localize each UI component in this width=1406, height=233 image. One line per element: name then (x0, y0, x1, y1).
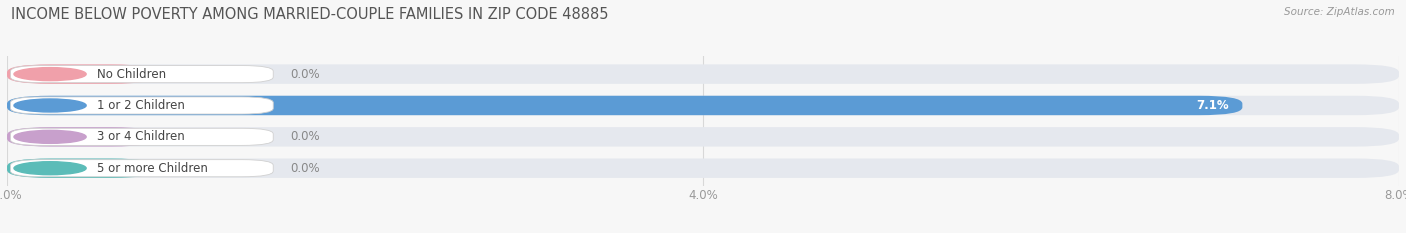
Circle shape (14, 130, 86, 143)
FancyBboxPatch shape (7, 96, 1399, 115)
FancyBboxPatch shape (10, 128, 273, 145)
FancyBboxPatch shape (10, 160, 273, 177)
FancyBboxPatch shape (7, 127, 1399, 147)
Text: 0.0%: 0.0% (291, 162, 321, 175)
FancyBboxPatch shape (10, 97, 273, 114)
Text: No Children: No Children (97, 68, 166, 81)
Text: 5 or more Children: 5 or more Children (97, 162, 208, 175)
FancyBboxPatch shape (7, 158, 1399, 178)
FancyBboxPatch shape (7, 64, 1399, 84)
Text: 0.0%: 0.0% (291, 68, 321, 81)
FancyBboxPatch shape (10, 65, 273, 83)
Text: Source: ZipAtlas.com: Source: ZipAtlas.com (1284, 7, 1395, 17)
FancyBboxPatch shape (7, 64, 155, 84)
Text: 7.1%: 7.1% (1197, 99, 1229, 112)
FancyBboxPatch shape (7, 127, 155, 147)
Circle shape (14, 68, 86, 81)
Text: INCOME BELOW POVERTY AMONG MARRIED-COUPLE FAMILIES IN ZIP CODE 48885: INCOME BELOW POVERTY AMONG MARRIED-COUPL… (11, 7, 609, 22)
Circle shape (14, 99, 86, 112)
FancyBboxPatch shape (7, 158, 155, 178)
FancyBboxPatch shape (7, 96, 1243, 115)
Text: 1 or 2 Children: 1 or 2 Children (97, 99, 184, 112)
Circle shape (14, 162, 86, 175)
Text: 3 or 4 Children: 3 or 4 Children (97, 130, 184, 143)
Text: 0.0%: 0.0% (291, 130, 321, 143)
